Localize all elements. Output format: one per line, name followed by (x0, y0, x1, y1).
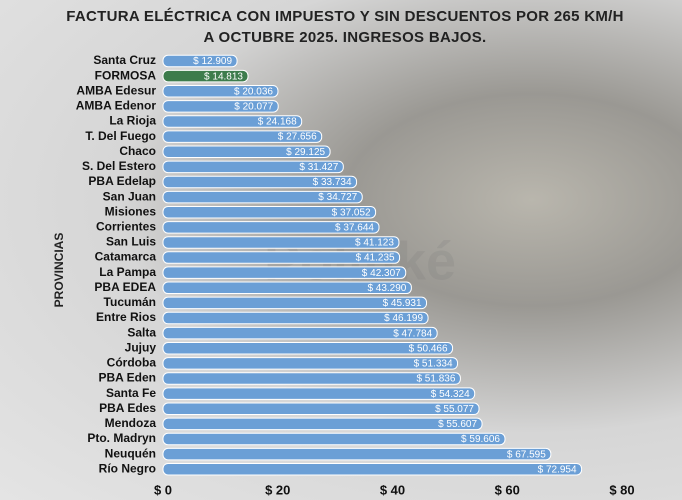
value-label: $ 12.909 (193, 56, 232, 67)
y-tick-label: La Pampa (99, 265, 156, 279)
y-tick-label: Entre Rios (96, 310, 156, 324)
value-label: $ 37.052 (332, 207, 371, 218)
y-tick-label: Tucumán (104, 295, 156, 309)
value-label: $ 67.595 (507, 449, 546, 460)
value-label: $ 55.607 (438, 419, 477, 430)
value-label: $ 34.727 (318, 192, 357, 203)
y-tick-label: Córdoba (107, 356, 157, 370)
y-tick-label: FORMOSA (95, 68, 157, 82)
y-tick-label: PBA Edes (99, 401, 156, 415)
value-label: $ 20.077 (234, 102, 273, 113)
value-label: $ 14.813 (204, 71, 243, 82)
bar (162, 130, 323, 143)
bar (162, 311, 429, 325)
y-tick-label: Mendoza (105, 416, 157, 430)
bar (162, 100, 279, 113)
bar (162, 205, 377, 219)
x-tick-label: $ 0 (154, 482, 172, 497)
value-label: $ 54.324 (431, 389, 470, 400)
bar (162, 145, 331, 158)
value-label: $ 37.644 (335, 222, 374, 233)
value-label: $ 51.334 (414, 359, 453, 370)
bar (162, 251, 401, 264)
value-label: $ 43.290 (367, 283, 406, 294)
x-tick-label: $ 60 (495, 482, 520, 497)
x-tick-label: $ 40 (380, 482, 405, 497)
bar (162, 402, 480, 416)
y-tick-label: San Luis (106, 235, 156, 249)
bar (162, 160, 344, 174)
y-tick-label: Misiones (105, 204, 157, 218)
bar (162, 387, 476, 400)
value-label: $ 41.123 (355, 238, 394, 249)
value-label: $ 41.235 (356, 253, 395, 264)
y-tick-label: Pto. Madryn (87, 431, 156, 445)
bar (162, 115, 303, 128)
y-tick-label: PBA Edelap (88, 174, 156, 188)
y-tick-label: PBA EDEA (94, 280, 156, 294)
bar (162, 281, 412, 295)
value-label: $ 72.954 (538, 464, 577, 475)
value-label: $ 27.656 (278, 132, 317, 143)
value-label: $ 20.036 (234, 86, 273, 97)
value-label: $ 24.168 (258, 117, 297, 128)
bar (162, 296, 428, 310)
chart-title: FACTURA ELÉCTRICA CON IMPUESTO Y SIN DES… (66, 8, 624, 46)
x-tick-label: $ 20 (265, 482, 290, 497)
bar (162, 190, 363, 204)
y-tick-label: S. Del Estero (82, 159, 156, 173)
value-label: $ 45.931 (383, 298, 422, 309)
bar (162, 175, 358, 189)
bar (162, 266, 407, 279)
bar (162, 447, 552, 461)
y-tick-label: AMBA Edesur (76, 83, 156, 97)
y-tick-label: Santa Cruz (93, 53, 156, 67)
bar (162, 342, 454, 355)
y-axis-label: PROVINCIAS (52, 233, 66, 308)
bar (162, 236, 400, 249)
y-tick-label: Santa Fe (106, 386, 156, 400)
y-tick-label: San Juan (103, 189, 156, 203)
bar (162, 462, 583, 476)
y-tick-label: Catamarca (95, 250, 157, 264)
y-tick-label: Chaco (119, 144, 156, 158)
bar (162, 432, 506, 446)
value-label: $ 55.077 (435, 404, 474, 415)
value-label: $ 59.606 (461, 434, 500, 445)
value-label: $ 33.734 (313, 177, 352, 188)
value-label: $ 51.836 (416, 374, 455, 385)
y-tick-label: La Rioja (109, 114, 156, 128)
bar (162, 69, 249, 83)
bar (162, 372, 461, 385)
value-label: $ 29.125 (286, 147, 325, 158)
y-tick-label: AMBA Edenor (76, 99, 157, 113)
bar (162, 221, 380, 234)
bar (162, 357, 459, 370)
y-tick-label: Neuquén (105, 446, 156, 460)
value-label: $ 31.427 (299, 162, 338, 173)
y-tick-label: Jujuy (125, 340, 157, 354)
bar (162, 326, 438, 340)
value-label: $ 47.784 (393, 328, 432, 339)
bar (162, 417, 483, 431)
y-tick-label: T. Del Fuego (85, 129, 156, 143)
value-label: $ 42.307 (362, 268, 401, 279)
x-tick-label: $ 80 (609, 482, 634, 497)
bar (162, 84, 279, 98)
y-tick-label: Río Negro (99, 461, 156, 475)
value-label: $ 46.199 (384, 313, 423, 324)
value-label: $ 50.466 (409, 343, 448, 354)
bar (162, 54, 238, 68)
y-tick-label: Salta (127, 325, 156, 339)
y-tick-label: PBA Eden (98, 371, 156, 385)
y-tick-label: Corrientes (96, 219, 156, 233)
